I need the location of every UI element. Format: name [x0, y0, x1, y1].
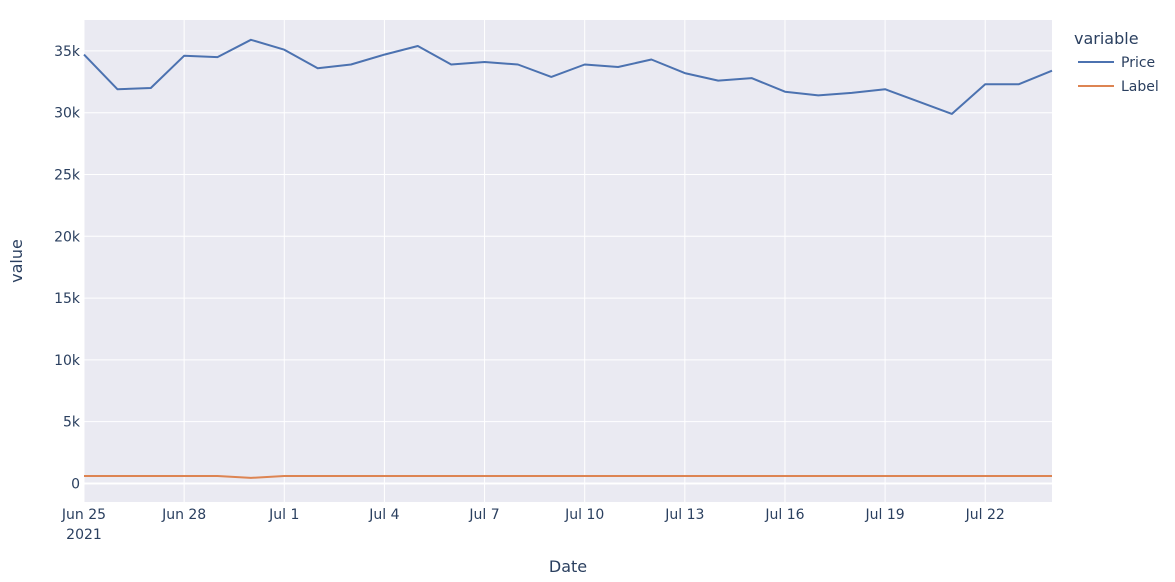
grid-lines — [83, 20, 1052, 502]
x-axis-title: Date — [549, 557, 587, 576]
y-tick-label: 0 — [71, 476, 80, 492]
x-tick-label: Jul 7 — [468, 507, 499, 523]
x-axis-ticks: Jun 25 2021 Jun 28 Jul 1 Jul 4 Jul 7 Jul 10 Jul… — [61, 507, 1005, 543]
y-tick-label: 20k — [54, 229, 81, 245]
x-tick-label: Jun 28 — [161, 507, 206, 523]
legend-label: Price — [1121, 55, 1155, 71]
x-tick-sublabel: 2021 — [66, 527, 102, 543]
series-line-label — [84, 475, 1052, 479]
legend-item-price[interactable]: Price — [1078, 55, 1155, 71]
y-tick-label: 5k — [63, 415, 81, 431]
x-tick-label: Jul 16 — [764, 507, 804, 523]
y-tick-label: 35k — [54, 44, 81, 60]
x-tick-label: Jul 4 — [368, 507, 399, 523]
y-tick-label: 10k — [54, 353, 81, 369]
y-tick-label: 15k — [54, 291, 81, 307]
series-line-price — [83, 38, 1053, 115]
legend-items: Price Label — [1078, 55, 1159, 95]
legend-label: Label — [1121, 79, 1159, 95]
x-tick-label: Jun 25 — [61, 507, 106, 523]
y-tick-label: 30k — [54, 106, 81, 122]
y-axis-ticks: 0 5k 10k 15k 20k 25k 30k 35k — [54, 44, 81, 493]
legend: variable Price Label — [1074, 29, 1159, 95]
y-axis-title: value — [7, 239, 26, 283]
x-tick-label: Jul 13 — [664, 507, 704, 523]
legend-item-label[interactable]: Label — [1078, 79, 1159, 95]
series-lines — [83, 38, 1053, 479]
x-tick-label: Jul 22 — [965, 507, 1005, 523]
x-tick-label: Jul 19 — [865, 507, 905, 523]
plot-background — [84, 20, 1052, 502]
y-tick-label: 25k — [54, 167, 81, 183]
x-tick-label: Jul 1 — [268, 507, 299, 523]
x-tick-label: Jul 10 — [564, 507, 604, 523]
legend-title: variable — [1074, 29, 1139, 48]
